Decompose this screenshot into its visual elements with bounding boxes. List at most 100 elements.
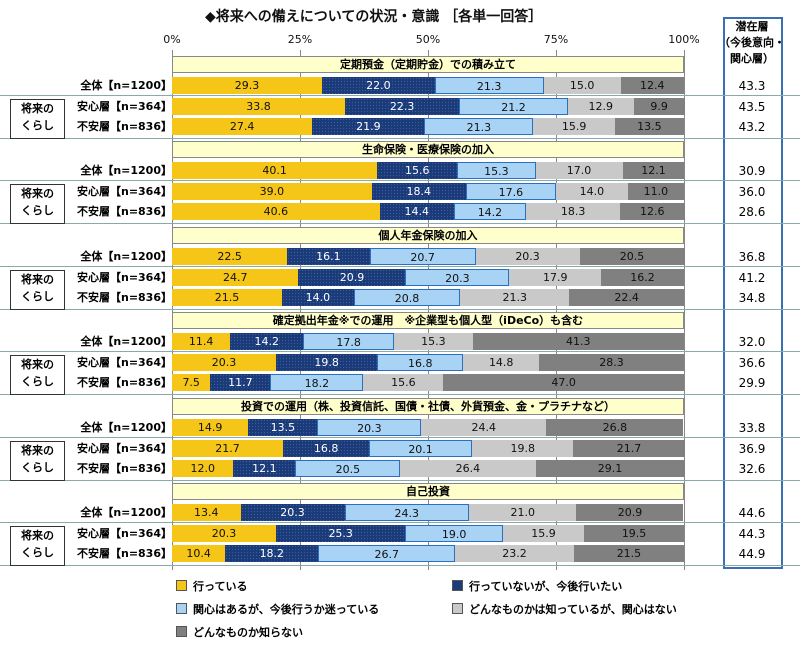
bar-segment: 12.4 [620,77,684,94]
bar-segment: 16.2 [601,268,684,286]
gridline [300,50,301,570]
bar-segment: 39.0 [172,183,372,201]
bar-segment: 20.3 [405,268,510,286]
row-label: 安心層【n=364】 [76,270,172,284]
row-label: 全体【n=1200】 [80,420,172,434]
group-label-box: 将来の くらし [10,269,65,310]
bar-segment: 15.9 [533,118,615,135]
bar-segment: 15.3 [457,162,536,180]
bar-segment: 11.7 [210,374,271,392]
separator-line [0,223,800,225]
bar-segment: 15.0 [543,77,621,94]
bar-segment: 14.2 [230,333,304,351]
bar-segment: 16.8 [283,439,370,457]
potential-column-box [723,17,783,569]
x-tick-label: 50% [415,33,441,46]
bar-segment: 12.6 [620,203,685,221]
potential-value: 44.3 [738,527,766,541]
potential-value: 34.8 [738,290,766,305]
bar-segment: 22.3 [345,98,460,115]
bar-segment: 14.9 [172,418,249,436]
group-title: 自己投資 [172,483,684,500]
separator-line [0,479,800,481]
legend-label: どんなものか知らない [193,626,303,639]
separator-line [0,436,800,438]
separator-line [0,308,800,310]
bar-segment: 20.3 [172,525,276,542]
row-label: 不安層【n=836】 [76,547,172,560]
row-label: 不安層【n=836】 [76,205,172,219]
bar-segment: 47.0 [443,374,684,392]
bar-segment: 12.9 [567,98,634,115]
bar-segment: 12.0 [172,459,234,477]
separator-line [0,95,800,96]
bar-segment: 15.9 [502,525,585,542]
bar-segment: 21.3 [434,77,544,94]
row-label: 全体【n=1200】 [80,506,172,519]
bar-segment: 18.4 [371,183,466,201]
bar-segment: 20.9 [576,504,684,521]
legend-item: 行っていないが、今後行いたい [452,578,622,594]
group-label: 将来の [21,272,54,286]
group-title: 確定拠出年金※での運用 ※企業型も個人型（iDeCo）も含む [172,312,684,330]
potential-header-line: 関心層） [730,52,774,65]
potential-value: 36.9 [738,441,766,456]
bar-segment: 21.0 [468,504,577,521]
bar-segment: 16.8 [377,354,464,372]
bar-segment: 17.9 [509,268,602,286]
x-tick-label: 100% [668,33,700,46]
group-label: 将来の [21,102,54,115]
bar-segment: 17.8 [303,333,395,351]
group-label: くらし [21,289,54,303]
row-label: 安心層【n=364】 [76,356,172,370]
bar-segment: 20.5 [295,459,401,477]
potential-value: 36.6 [738,356,766,371]
separator-line [0,180,800,182]
row-label: 全体【n=1200】 [80,79,172,92]
bar-segment: 24.3 [344,504,469,521]
separator-line [0,522,800,523]
potential-value: 32.0 [738,335,766,350]
row-label: 全体【n=1200】 [80,335,172,349]
legend-swatch [176,626,187,637]
row-label: 不安層【n=836】 [76,376,172,390]
potential-value: 44.6 [738,506,766,520]
bar-segment: 21.7 [172,439,284,457]
bar-segment: 14.8 [463,354,540,372]
row-label: 全体【n=1200】 [80,249,172,263]
legend-swatch [176,603,187,614]
x-tick-label: 0% [163,33,181,46]
bar-segment: 21.7 [573,439,685,457]
bar-segment: 26.7 [318,545,456,562]
bar-segment: 15.3 [394,333,473,351]
bar-segment: 41.3 [472,333,684,351]
group-title: 生命保険・医療保険の加入 [172,141,684,159]
bar-segment: 20.3 [172,354,276,372]
bar-segment: 22.0 [322,77,435,94]
bar-segment: 28.3 [539,354,684,372]
row-label: 安心層【n=364】 [76,527,172,540]
potential-header-line: （今後意向・ [719,36,785,49]
group-label: 将来の [21,187,54,201]
bar-segment: 18.3 [526,203,620,221]
potential-value: 30.9 [738,164,766,179]
potential-value: 36.8 [738,249,766,264]
bar-segment: 18.2 [225,545,319,562]
legend-label: 行っている [193,580,248,593]
group-title: 定期預金（定期貯金）での積み立て [172,56,684,73]
bar-segment: 21.9 [312,118,425,135]
legend-swatch [452,603,463,614]
bar-segment: 15.6 [363,374,444,392]
group-label: くらし [21,204,54,218]
potential-value: 43.2 [738,120,766,134]
bar-segment: 13.4 [172,504,241,521]
gridline [172,50,173,570]
potential-value: 29.9 [738,376,766,391]
potential-value: 33.8 [738,420,766,435]
group-label: くらし [21,119,54,132]
group-label: 将来の [21,529,54,542]
group-label: くらし [21,546,54,559]
bar-segment: 16.1 [287,247,370,265]
group-label-box: 将来の くらし [10,526,65,566]
bar-segment: 14.4 [379,203,454,221]
